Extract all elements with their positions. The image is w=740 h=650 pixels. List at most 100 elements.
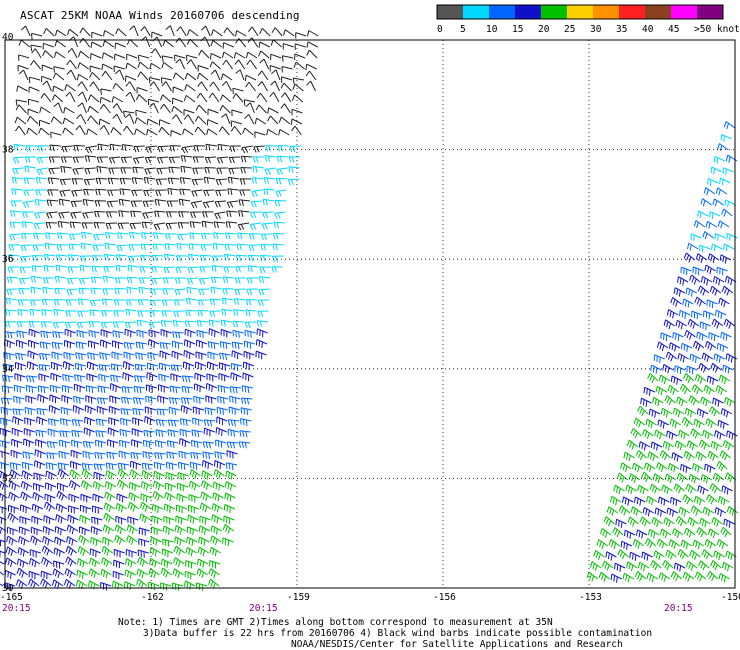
wind-barb — [119, 188, 131, 196]
wind-barb — [146, 372, 158, 382]
wind-barb — [49, 144, 61, 152]
wind-barb — [200, 25, 211, 37]
wind-barb — [70, 449, 82, 459]
wind-barb — [145, 145, 157, 153]
wind-barb — [722, 364, 734, 374]
wind-barb — [0, 417, 12, 426]
wind-barb — [83, 178, 96, 186]
wind-barb — [89, 557, 101, 568]
wind-barb — [722, 440, 735, 450]
wind-barb — [718, 374, 731, 385]
wind-barb — [630, 427, 642, 439]
wind-barb — [11, 438, 23, 448]
wind-barb — [124, 581, 136, 591]
wind-barb — [168, 397, 181, 405]
wind-barb — [179, 428, 191, 437]
wind-barb — [264, 167, 276, 176]
wind-barb — [53, 299, 66, 306]
wind-barb — [48, 167, 60, 175]
wind-barb — [169, 385, 181, 394]
wind-barb — [37, 385, 49, 394]
wind-barb — [674, 440, 687, 451]
wind-barb — [18, 526, 30, 536]
wind-barb — [45, 470, 57, 480]
wind-barb — [292, 77, 305, 85]
wind-barb — [55, 514, 67, 524]
wind-barb — [274, 211, 286, 219]
wind-barb — [633, 417, 645, 428]
wind-barb — [668, 539, 681, 550]
wind-barb — [699, 244, 711, 253]
wind-barb — [140, 243, 152, 251]
wind-barb — [658, 496, 670, 506]
wind-barb — [163, 503, 176, 513]
wind-barb — [280, 82, 292, 92]
wind-barb — [139, 266, 151, 273]
wind-barb — [101, 52, 114, 59]
wind-barb — [642, 507, 655, 517]
wind-barb — [5, 546, 17, 557]
wind-barb — [189, 221, 202, 229]
wind-barb — [120, 408, 132, 416]
wind-barb — [141, 232, 153, 239]
wind-barb — [172, 582, 184, 591]
wind-barb — [721, 485, 733, 495]
wind-barb — [67, 505, 80, 514]
wind-barb — [246, 277, 259, 284]
wind-barb — [239, 189, 251, 196]
wind-barb — [0, 539, 6, 547]
wind-barb — [29, 308, 41, 316]
wind-barb — [668, 462, 680, 473]
wind-barb — [181, 145, 193, 154]
wind-barb — [276, 167, 288, 176]
wind-barb — [131, 177, 144, 185]
wind-barb — [42, 80, 52, 92]
wind-barb — [212, 492, 224, 502]
wind-speed-colorbar: 0 5 10 15 20 25 30 35 40 45 >50 knots — [436, 4, 740, 35]
wind-barb — [203, 189, 215, 197]
wind-barb — [700, 276, 713, 286]
wind-barb — [596, 539, 609, 550]
wind-barb — [606, 506, 619, 516]
wind-barb — [108, 405, 120, 415]
wind-barb — [103, 266, 115, 273]
wind-barb — [174, 525, 187, 535]
wind-barb — [178, 198, 191, 206]
wind-barb — [0, 470, 9, 480]
note-line-2: 3)Data buffer is 22 hrs from 20160706 4)… — [143, 628, 653, 639]
wind-barb — [700, 198, 712, 207]
wind-barb — [137, 299, 150, 306]
wind-barb — [247, 37, 259, 48]
wind-barb — [706, 299, 718, 309]
wind-barb — [30, 526, 42, 536]
wind-barb — [6, 276, 19, 284]
wind-barb — [234, 59, 246, 70]
colorbar-label: 25 — [564, 24, 575, 35]
wind-barb — [44, 493, 56, 503]
wind-barb — [23, 177, 36, 185]
wind-barb — [232, 93, 244, 103]
wind-barb — [718, 572, 730, 583]
wind-barb — [683, 252, 696, 263]
wind-barb — [162, 288, 174, 295]
wind-barb — [95, 188, 107, 196]
colorbar-segment — [619, 5, 645, 19]
wind-barb — [114, 534, 126, 545]
wind-barb — [96, 166, 108, 173]
wind-barb — [215, 189, 227, 197]
wind-barb — [239, 178, 252, 185]
wind-barb — [90, 53, 102, 60]
wind-barb — [13, 384, 26, 393]
wind-barb — [164, 253, 176, 261]
wind-barb — [222, 524, 235, 534]
wind-barb — [211, 503, 224, 513]
wind-barb — [21, 232, 33, 240]
wind-barb — [721, 208, 733, 217]
wind-barb — [55, 254, 68, 262]
wind-barb — [193, 145, 205, 152]
colorbar-segment — [541, 5, 567, 19]
wind-barb — [715, 187, 728, 196]
wind-barb — [138, 538, 150, 547]
wind-barb — [29, 549, 41, 558]
wind-barb — [47, 189, 59, 196]
